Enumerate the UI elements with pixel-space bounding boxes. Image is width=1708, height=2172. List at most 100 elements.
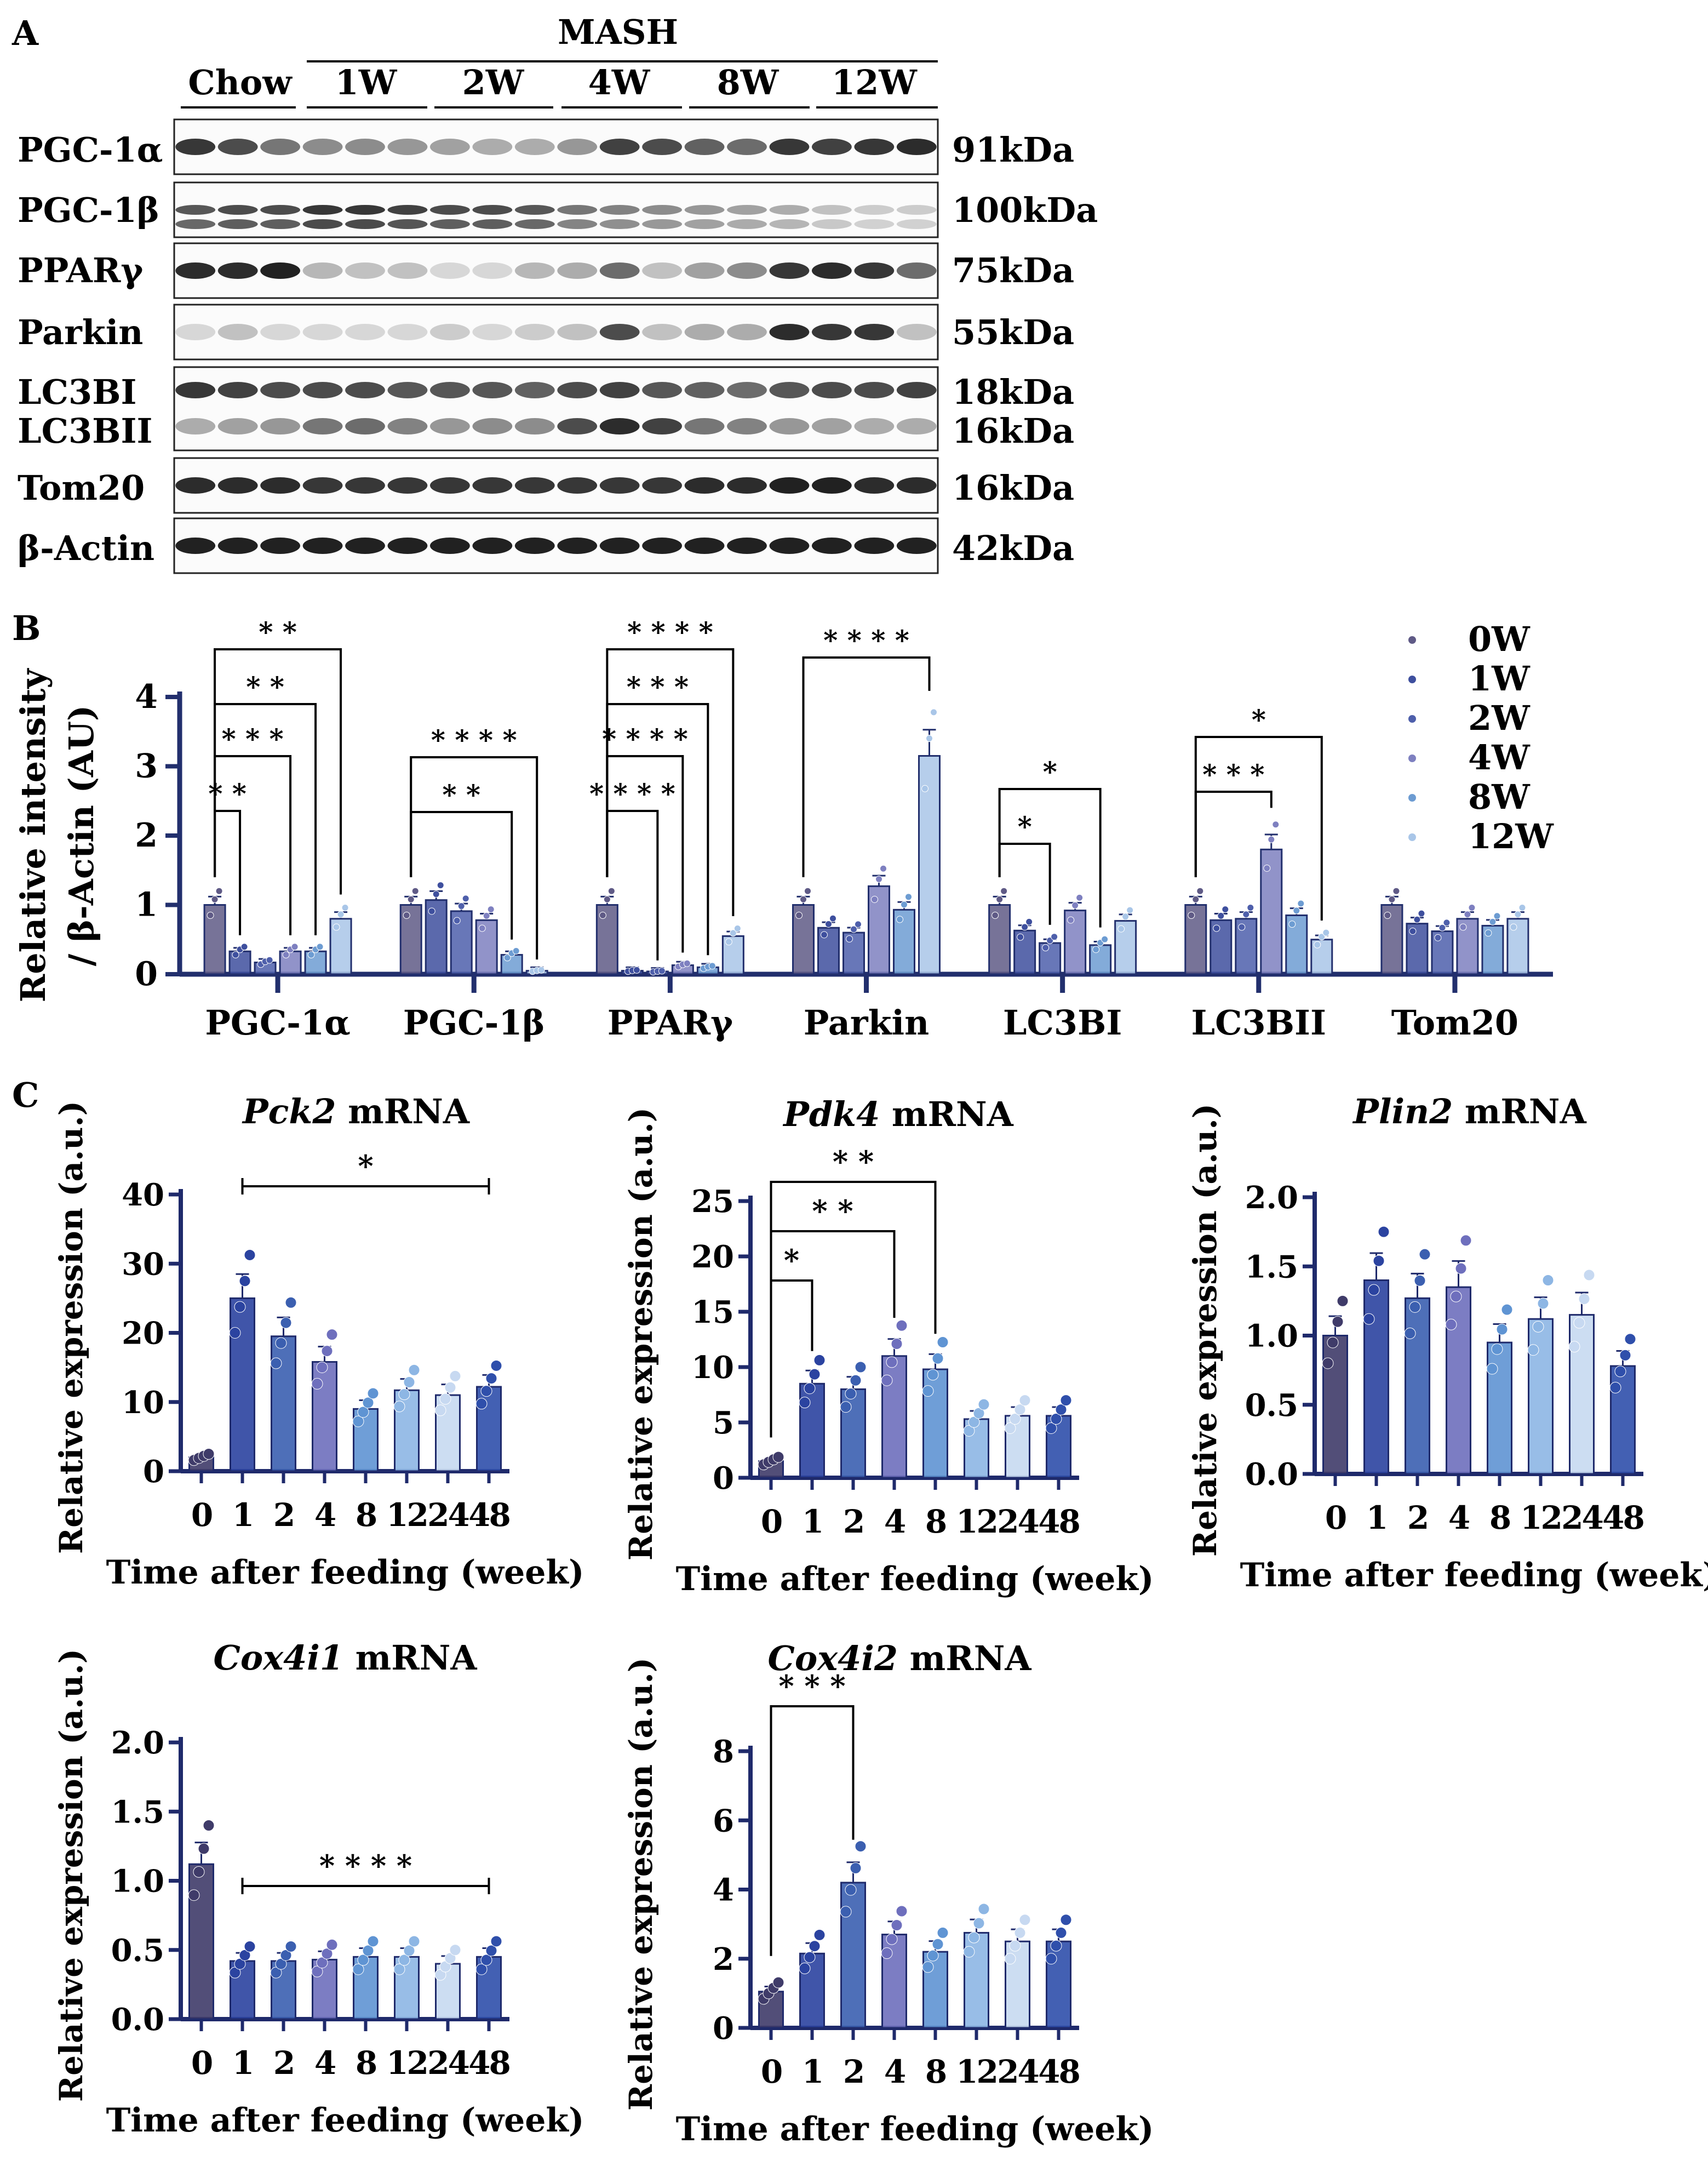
- blot-band: [642, 219, 683, 229]
- b-data-point: [483, 912, 490, 919]
- data-point: [403, 1945, 415, 1957]
- data-point: [326, 1939, 338, 1951]
- y-tick-label: 1.0: [1245, 1318, 1298, 1354]
- b-bar-lc3bii-0w: [1184, 904, 1207, 975]
- blot-band: [217, 382, 258, 398]
- b-data-point: [211, 895, 219, 903]
- data-point: [449, 1370, 461, 1382]
- mash-header: MASH: [558, 12, 678, 52]
- blot-band: [260, 477, 301, 494]
- b-data-point: [1485, 929, 1492, 937]
- b-data-point: [1514, 911, 1522, 918]
- data-point: [1578, 1293, 1590, 1305]
- chart-title-cox4i2: Cox4i2 mRNA: [768, 1638, 1032, 1678]
- y-tick-label: 1.0: [111, 1864, 164, 1900]
- b-data-point: [901, 901, 908, 908]
- data-point: [1050, 1940, 1062, 1952]
- b-data-point: [921, 785, 928, 792]
- b-data-point: [1117, 925, 1125, 933]
- blot-band: [387, 382, 428, 398]
- blot-row-pgc-1: [173, 118, 939, 175]
- x-tick-label-2: 2: [843, 2053, 863, 2090]
- b-bar-pgc-1-0w: [399, 904, 422, 975]
- b-y-tick-label: 3: [135, 747, 158, 786]
- blot-band: [429, 382, 470, 398]
- gene-name: Plin2: [1352, 1091, 1453, 1131]
- data-point: [1009, 1413, 1021, 1425]
- blot-band: [642, 477, 683, 494]
- b-data-point: [282, 951, 290, 959]
- significance-label: * *: [812, 1193, 853, 1228]
- y-tick-label: 20: [122, 1316, 164, 1352]
- blot-band: [896, 418, 937, 435]
- b-significance-bracket: [802, 656, 931, 877]
- data-point: [490, 1935, 502, 1947]
- panel-label-c: C: [12, 1075, 39, 1115]
- blot-band: [472, 418, 513, 435]
- data-point: [321, 1345, 333, 1357]
- b-data-point: [1247, 904, 1254, 912]
- blot-band: [260, 324, 301, 340]
- data-point: [234, 1958, 246, 1970]
- b-x-tick-label-lc3bi: LC3BI: [1003, 1003, 1122, 1043]
- y-tick-label: 10: [691, 1350, 734, 1386]
- b-data-point: [996, 895, 1004, 903]
- b-x-tick-label-lc3bii: LC3BII: [1191, 1003, 1327, 1043]
- y-tick-label: 10: [122, 1385, 164, 1421]
- b-data-point: [1067, 916, 1075, 924]
- data-point: [1624, 1333, 1636, 1345]
- data-point: [449, 1944, 461, 1956]
- kda-label-lc3bii: 16kDa: [952, 411, 1074, 451]
- b-significance-label: * *: [246, 671, 284, 703]
- b-data-point: [1188, 911, 1195, 919]
- blot-band: [302, 324, 343, 340]
- b-x-tick-label-ppar: PPARγ: [607, 1003, 733, 1043]
- data-point: [809, 1940, 821, 1952]
- b-data-point: [457, 902, 465, 910]
- blot-band: [896, 324, 937, 340]
- blot-band: [217, 205, 258, 215]
- blot-band: [684, 205, 725, 215]
- legend-label-4w: 4W: [1468, 738, 1531, 778]
- data-point: [978, 1903, 990, 1915]
- data-point: [480, 1385, 492, 1397]
- data-point: [398, 1388, 410, 1401]
- blot-band: [514, 324, 555, 340]
- legend-marker-4w: [1408, 755, 1416, 762]
- x-tick-label-2: 2: [1407, 1499, 1428, 1536]
- data-point: [1060, 1394, 1072, 1407]
- x-tick-label-12: 12: [956, 1503, 997, 1540]
- data-point: [799, 1962, 811, 1974]
- blot-band: [302, 262, 343, 279]
- data-point: [1568, 1341, 1580, 1353]
- data-point: [840, 1906, 852, 1918]
- blot-band: [345, 382, 385, 398]
- blot-band: [472, 324, 513, 340]
- blot-band: [387, 262, 428, 279]
- blot-band: [345, 139, 385, 155]
- b-data-point: [1025, 918, 1033, 925]
- title-suffix: mRNA: [336, 1091, 469, 1131]
- data-point: [896, 1319, 908, 1331]
- data-point: [840, 1401, 852, 1413]
- b-significance-bracket: [1194, 791, 1273, 877]
- blot-band: [769, 538, 810, 554]
- x-tick-label-4: 4: [314, 1496, 335, 1534]
- data-point: [927, 1369, 939, 1381]
- significance-label: *: [358, 1148, 373, 1184]
- y-tick-label: 0.5: [111, 1933, 164, 1969]
- b-data-point: [291, 943, 299, 951]
- blot-band: [811, 382, 852, 398]
- blot-band: [896, 477, 937, 494]
- b-x-tick-label-pgc-1: PGC-1β: [403, 1003, 545, 1043]
- data-point: [927, 1950, 939, 1962]
- x-tick-label-48: 48: [1038, 1503, 1079, 1540]
- b-data-point: [1126, 906, 1134, 914]
- y-tick-label: 0.0: [111, 2002, 164, 2038]
- blot-band: [599, 205, 640, 215]
- group-label-12w: 12W: [832, 62, 918, 102]
- data-point: [398, 1954, 410, 1966]
- b-significance-label: * * *: [627, 671, 689, 703]
- b-data-point: [800, 895, 807, 903]
